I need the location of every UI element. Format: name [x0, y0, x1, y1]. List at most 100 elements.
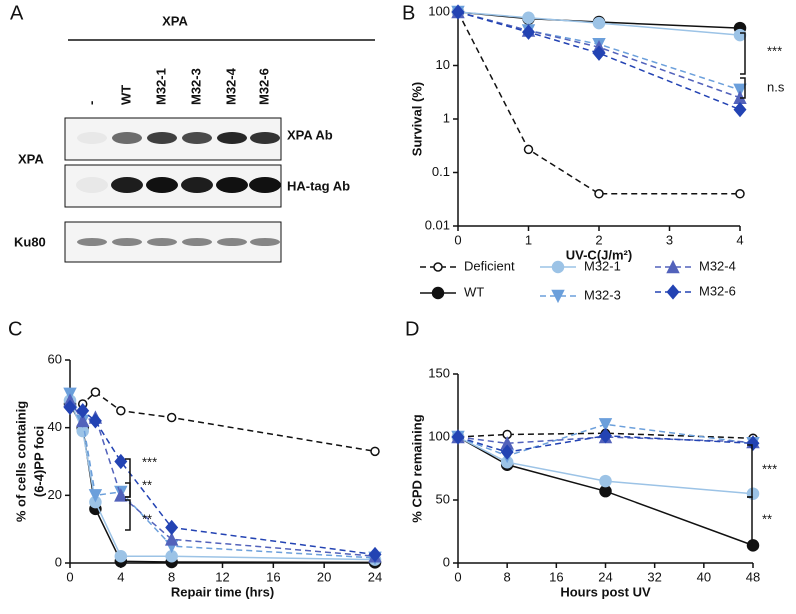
series-line — [69, 391, 376, 453]
bracket — [747, 496, 753, 546]
y-tick-label: 100 — [428, 428, 450, 443]
x-tick-label: 40 — [697, 569, 711, 584]
marker — [116, 406, 126, 416]
y-tick-label: 0 — [443, 554, 450, 569]
blot-title: XPA — [162, 13, 188, 28]
legend-label: M32-6 — [699, 283, 736, 298]
antibody-label: XPA Ab — [287, 127, 333, 142]
x-tick-label: 4 — [736, 232, 743, 247]
panel-label: D — [405, 318, 419, 340]
marker — [451, 4, 465, 20]
x-tick-label: 16 — [549, 569, 563, 584]
band — [111, 177, 143, 193]
marker — [522, 24, 535, 40]
x-tick-label: 24 — [368, 569, 382, 584]
x-axis-label: Repair time (hrs) — [171, 584, 274, 599]
x-tick-label: 0 — [454, 569, 461, 584]
marker — [522, 11, 535, 25]
marker — [368, 546, 382, 563]
significance: ** — [142, 511, 152, 526]
y-tick-label: 100 — [428, 3, 450, 18]
significance: *** — [762, 461, 777, 476]
series-line — [457, 436, 754, 547]
band — [181, 177, 213, 193]
legend-label: M32-3 — [584, 287, 621, 302]
marker — [370, 446, 380, 457]
y-tick-label: 20 — [48, 487, 62, 502]
legend-label: M32-4 — [699, 258, 736, 273]
band — [217, 238, 247, 246]
marker — [523, 144, 534, 155]
lane-label: - — [83, 101, 98, 105]
marker — [733, 101, 747, 118]
y-axis-label: Survival (%) — [409, 82, 424, 156]
lane-label: M32-6 — [256, 68, 271, 105]
band — [249, 177, 281, 193]
x-tick-label: 32 — [647, 569, 661, 584]
x-tick-label: 8 — [504, 569, 511, 584]
marker — [592, 16, 606, 30]
band — [147, 132, 177, 144]
legend-label: WT — [464, 284, 484, 299]
marker — [746, 435, 760, 451]
marker — [90, 387, 101, 397]
x-tick-label: 0 — [66, 569, 73, 584]
significance: *** — [767, 43, 782, 58]
marker — [76, 403, 90, 419]
band — [182, 132, 212, 144]
marker — [114, 488, 128, 502]
series-line — [457, 434, 754, 453]
panel-label: C — [8, 318, 22, 340]
series-line — [457, 11, 741, 111]
marker — [166, 412, 177, 423]
marker — [599, 428, 612, 444]
lane-label: M32-1 — [153, 68, 168, 105]
marker — [88, 413, 102, 429]
marker — [451, 429, 465, 445]
x-axis-label: UV-C(J/m²) — [566, 247, 632, 262]
row-label: XPA — [18, 151, 44, 166]
significance: ** — [142, 477, 152, 492]
series-line — [69, 393, 376, 559]
bracket — [740, 77, 746, 99]
lane-label: M32-3 — [188, 68, 203, 105]
y-tick-label: 10 — [436, 57, 450, 72]
series-line — [69, 403, 376, 564]
x-tick-label: 2 — [595, 232, 602, 247]
y-tick-label: 150 — [428, 365, 450, 380]
bracket — [740, 32, 746, 75]
x-tick-label: 24 — [598, 569, 612, 584]
series-line — [457, 11, 741, 36]
antibody-label: HA-tag Ab — [287, 178, 350, 193]
band — [146, 177, 178, 193]
marker — [63, 399, 77, 416]
series-line — [457, 432, 754, 440]
marker — [114, 453, 128, 470]
marker — [598, 418, 613, 432]
row-label: Ku80 — [14, 234, 46, 249]
y-axis-label: % CPD remaining — [409, 414, 424, 522]
x-tick-label: 3 — [666, 232, 673, 247]
y-tick-label: 0.01 — [425, 217, 450, 232]
marker — [164, 532, 179, 546]
lane-label: M32-4 — [223, 67, 238, 105]
x-tick-label: 48 — [746, 569, 760, 584]
band — [112, 238, 142, 246]
marker — [500, 444, 514, 460]
legend-marker — [551, 289, 565, 304]
legend-marker — [433, 262, 443, 272]
x-tick-label: 1 — [525, 232, 532, 247]
bracket — [125, 482, 131, 498]
marker — [733, 83, 747, 98]
marker — [88, 489, 103, 503]
x-tick-label: 20 — [317, 569, 331, 584]
band — [250, 132, 280, 144]
series-line — [457, 11, 741, 99]
y-tick-label: 0.1 — [432, 164, 450, 179]
series-line — [69, 400, 376, 557]
marker — [735, 189, 745, 199]
y-tick-label: 40 — [48, 419, 62, 434]
y-tick-label: 1 — [443, 110, 450, 125]
x-tick-label: 4 — [117, 569, 124, 584]
